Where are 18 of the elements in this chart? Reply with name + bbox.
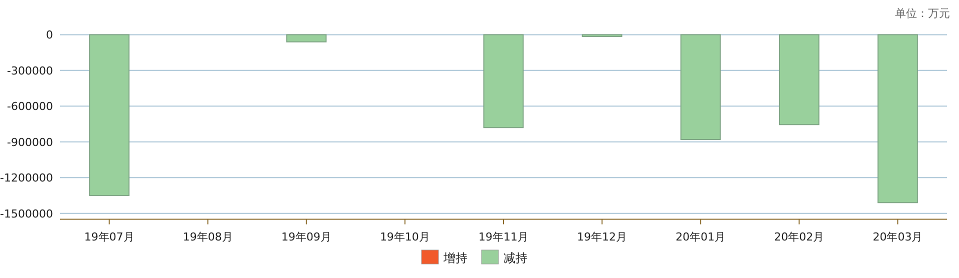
y-tick-label: 0: [46, 28, 53, 42]
x-tick-label: 20年03月: [872, 230, 923, 244]
y-tick-label: -300000: [7, 64, 53, 78]
x-tick-label: 19年11月: [478, 230, 528, 244]
x-tick-label: 19年10月: [380, 230, 430, 244]
y-tick-label: -1500000: [0, 207, 53, 220]
x-tick-label: 19年08月: [182, 230, 233, 244]
y-tick-label: -600000: [7, 100, 53, 114]
y-tick-label: -900000: [7, 136, 53, 149]
y-tick-label: -1200000: [0, 172, 53, 185]
legend-label: 减持: [504, 251, 528, 265]
x-tick-label: 20年01月: [676, 230, 726, 244]
text: 单位：万元: [895, 7, 950, 20]
x-tick-label: 19年12月: [577, 230, 628, 244]
x-tick-label: 19年07月: [84, 230, 134, 244]
x-tick-label: 20年02月: [774, 230, 824, 244]
legend-label: 增持: [442, 251, 468, 265]
x-tick-label: 19年09月: [281, 230, 332, 244]
